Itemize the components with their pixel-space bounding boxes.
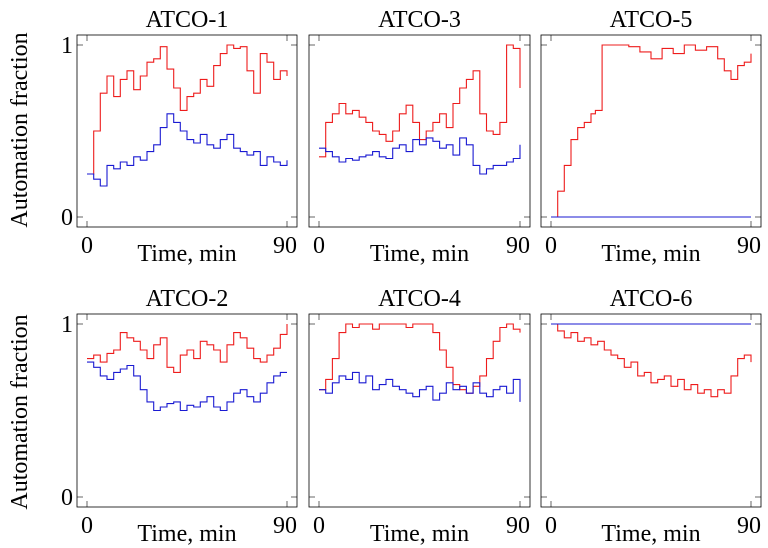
x-tick-label: 0 <box>81 233 93 259</box>
x-axis-label: Time, min <box>601 241 700 267</box>
panel-title: ATCO-4 <box>378 286 461 312</box>
axes-frame <box>540 34 762 228</box>
ylabel-row-2: Automation fraction <box>7 314 33 509</box>
y-tick-label: 0 <box>61 205 73 231</box>
x-tick-label: 0 <box>313 513 325 539</box>
panel-title: ATCO-6 <box>610 286 693 312</box>
series-line-red <box>319 323 521 394</box>
series-line-blue <box>319 371 521 402</box>
x-tick-label: 0 <box>313 233 325 259</box>
panel-title: ATCO-1 <box>146 7 229 33</box>
panel-title: ATCO-2 <box>146 286 229 312</box>
x-tick-label: 90 <box>506 513 530 539</box>
axes-frame <box>540 313 762 508</box>
x-tick-label: 0 <box>545 233 557 259</box>
x-axis-label: Time, min <box>370 521 469 547</box>
series-line-blue <box>319 137 521 175</box>
x-tick-label: 90 <box>506 233 530 259</box>
y-tick-label: 0 <box>61 485 73 511</box>
axes-frame <box>308 313 531 508</box>
panel-title: ATCO-5 <box>610 7 693 33</box>
x-axis-label: Time, min <box>370 241 469 267</box>
y-tick-label: 1 <box>61 33 73 59</box>
y-tick-label: 1 <box>61 312 73 338</box>
panel-group: ATCO-1 0 90 Time, min 0 1 ATCO-3 0 90 Time, min AT… <box>61 7 762 547</box>
panel-title: ATCO-3 <box>378 7 461 33</box>
x-axis-label: Time, min <box>137 241 236 267</box>
x-tick-label: 0 <box>81 513 93 539</box>
x-axis-label: Time, min <box>137 521 236 547</box>
x-tick-label: 90 <box>737 513 761 539</box>
x-tick-label: 90 <box>273 513 297 539</box>
x-tick-label: 0 <box>545 513 557 539</box>
series-line-red <box>551 44 752 218</box>
axes-frame <box>76 313 298 508</box>
x-tick-label: 90 <box>737 233 761 259</box>
x-tick-label: 90 <box>273 233 297 259</box>
series-line-red <box>87 324 288 373</box>
series-line-red <box>87 44 288 175</box>
x-axis-label: Time, min <box>601 521 700 547</box>
axes-frame <box>308 34 531 228</box>
ylabel-row-1: Automation fraction <box>7 32 33 227</box>
series-line-blue <box>87 113 288 187</box>
series-line-red <box>551 323 752 398</box>
axes-frame <box>76 34 298 228</box>
series-line-blue <box>87 361 287 412</box>
